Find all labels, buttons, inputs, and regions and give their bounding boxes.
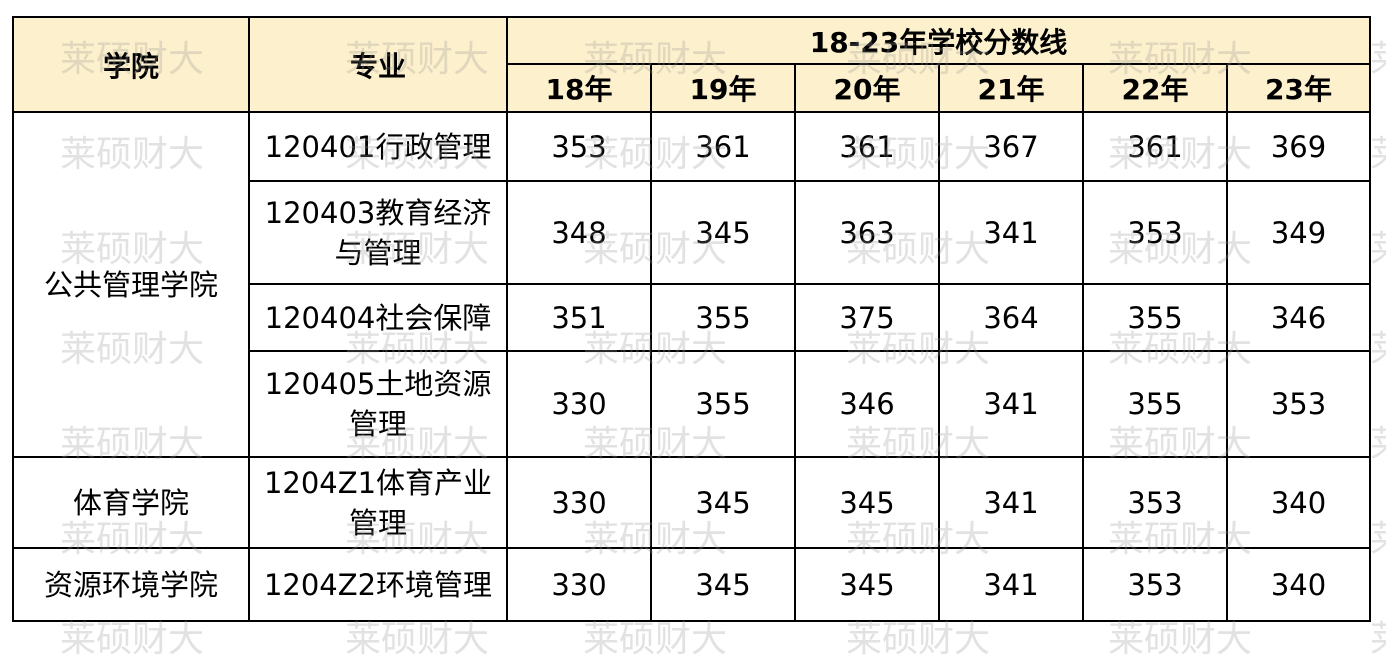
score-cell: 369 (1226, 111, 1371, 182)
score-cell: 361 (650, 111, 796, 182)
score-cell: 340 (1226, 456, 1371, 549)
major-cell: 1204Z1体育产业管理 (248, 456, 508, 549)
score-cell: 341 (938, 547, 1084, 622)
major-cell: 1204Z2环境管理 (248, 547, 508, 622)
watermark: 莱硕财大 (1370, 510, 1386, 562)
major-cell: 120403教育经济与管理 (248, 180, 508, 285)
watermark: 莱硕财大 (1370, 610, 1386, 662)
watermark: 莱硕财大 (1370, 320, 1386, 372)
header-year: 21年 (938, 63, 1084, 113)
table-row: 资源环境学院 1204Z2环境管理 330 345 345 341 353 340 (12, 547, 1371, 622)
score-cell: 367 (938, 111, 1084, 182)
score-cell: 363 (794, 180, 940, 285)
score-cell: 361 (794, 111, 940, 182)
score-cell: 355 (650, 283, 796, 352)
score-cell: 353 (1082, 456, 1228, 549)
score-cell: 353 (1226, 350, 1371, 458)
major-cell: 120404社会保障 (248, 283, 508, 352)
score-cell: 340 (1226, 547, 1371, 622)
score-cell: 330 (506, 350, 652, 458)
major-cell: 120401行政管理 (248, 111, 508, 182)
score-cell: 353 (1082, 547, 1228, 622)
score-cell: 361 (1082, 111, 1228, 182)
score-cell: 345 (794, 456, 940, 549)
score-cell: 355 (1082, 283, 1228, 352)
header-year: 23年 (1226, 63, 1371, 113)
table-row: 120404社会保障 351 355 375 364 355 346 (13, 283, 1371, 352)
score-cell: 351 (506, 283, 652, 352)
header-year: 18年 (506, 63, 652, 113)
table-row: 体育学院 1204Z1体育产业管理 330 345 345 341 353 340 (12, 456, 1371, 549)
header-group: 18-23年学校分数线 (506, 16, 1371, 65)
score-cell: 364 (938, 283, 1084, 352)
score-cell: 345 (650, 180, 796, 285)
score-cell: 341 (938, 350, 1084, 458)
watermark: 莱硕财大 (1370, 415, 1386, 467)
score-cell: 353 (506, 111, 652, 182)
score-cell: 349 (1226, 180, 1371, 285)
score-cell: 346 (794, 350, 940, 458)
header-major: 专业 (248, 16, 508, 113)
score-cell: 355 (650, 350, 796, 458)
score-cell: 341 (938, 456, 1084, 549)
table-row: 120403教育经济与管理 348 345 363 341 353 349 (13, 180, 1371, 285)
score-cell: 345 (794, 547, 940, 622)
college-cell: 资源环境学院 (12, 547, 250, 622)
score-table: 学院 专业 18-23年学校分数线 18年 19年 20年 21年 22年 23年 公共管… (12, 16, 1371, 622)
score-cell: 355 (1082, 350, 1228, 458)
header-year: 19年 (650, 63, 796, 113)
score-cell: 346 (1226, 283, 1371, 352)
college-cell: 公共管理学院 (12, 111, 250, 458)
score-cell: 353 (1082, 180, 1228, 285)
score-cell: 330 (506, 547, 652, 622)
watermark: 莱硕财大 (1370, 220, 1386, 272)
header-year: 20年 (794, 63, 940, 113)
table-row: 公共管理学院 120401行政管理 353 361 361 367 361 369 (12, 111, 1371, 458)
watermark: 莱硕财大 (1370, 30, 1386, 82)
watermark: 莱硕财大 (1370, 125, 1386, 177)
major-cell: 120405土地资源管理 (248, 350, 508, 458)
header-college: 学院 (12, 16, 250, 113)
score-cell: 341 (938, 180, 1084, 285)
score-cell: 375 (794, 283, 940, 352)
score-cell: 345 (650, 456, 796, 549)
table-row: 120405土地资源管理 330 355 346 341 355 353 (13, 350, 1371, 458)
score-cell: 330 (506, 456, 652, 549)
score-cell: 348 (506, 180, 652, 285)
header-year: 22年 (1082, 63, 1228, 113)
college-cell: 体育学院 (12, 456, 250, 549)
score-cell: 345 (650, 547, 796, 622)
